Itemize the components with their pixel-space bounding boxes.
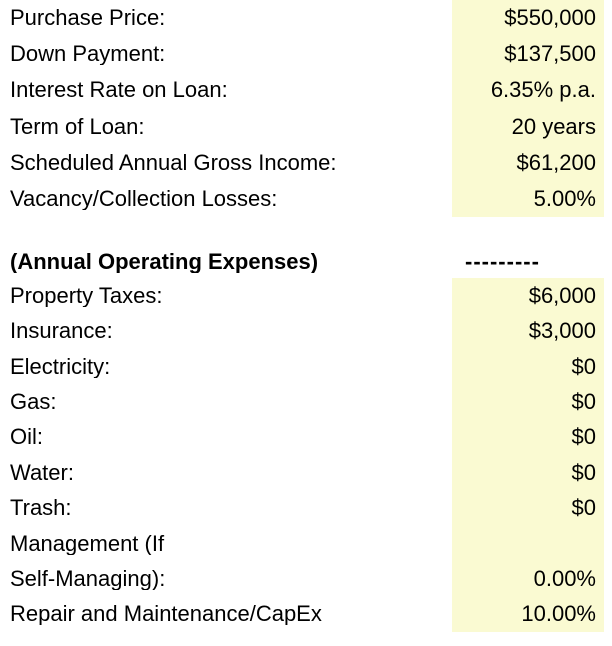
input-cell[interactable]: 5.00%: [452, 180, 604, 218]
row-label: Purchase Price:: [10, 7, 166, 30]
input-cell[interactable]: $3,000: [452, 313, 604, 349]
row-label: Self-Managing):: [10, 567, 166, 590]
table-row: Management (If: [0, 525, 612, 562]
row-label: Insurance:: [10, 320, 113, 343]
table-row: Oil: $0: [0, 419, 612, 456]
table-row: Water: $0: [0, 455, 612, 491]
table-row: Interest Rate on Loan: 6.35% p.a.: [0, 72, 612, 109]
row-label: Water:: [10, 461, 74, 484]
table-row: Vacancy/Collection Losses: 5.00%: [0, 180, 612, 218]
blank-cell: [452, 217, 604, 245]
input-cell[interactable]: 6.35% p.a.: [452, 72, 604, 109]
input-cell[interactable]: $137,500: [452, 36, 604, 73]
row-label: Oil:: [10, 426, 43, 449]
input-cell[interactable]: $0: [452, 348, 604, 385]
input-cell[interactable]: $0: [452, 419, 604, 456]
input-cell[interactable]: $6,000: [452, 278, 604, 314]
table-row: Purchase Price: $550,000: [0, 0, 612, 37]
table-row: Term of Loan: 20 years: [0, 108, 612, 145]
table-row: Trash: $0: [0, 490, 612, 526]
input-cell[interactable]: $0: [452, 384, 604, 420]
table-row: Scheduled Annual Gross Income: $61,200: [0, 144, 612, 181]
table-row: Property Taxes: $6,000: [0, 278, 612, 314]
section-header-row: (Annual Operating Expenses) ---------: [0, 245, 612, 278]
row-label: Interest Rate on Loan:: [10, 79, 228, 102]
table-row: Gas: $0: [0, 384, 612, 420]
row-label: Scheduled Annual Gross Income:: [10, 151, 337, 174]
row-label: Management (If: [10, 532, 165, 555]
input-cell[interactable]: 20 years: [452, 108, 604, 145]
input-cell[interactable]: 0.00%: [452, 561, 604, 597]
section-divider-dashes: ---------: [465, 248, 540, 274]
table-row: Down Payment: $137,500: [0, 36, 612, 73]
row-label: Trash:: [10, 497, 72, 520]
row-label: Repair and Maintenance/CapEx: [10, 603, 322, 626]
row-label: Gas:: [10, 390, 57, 413]
row-label: Term of Loan:: [10, 115, 145, 138]
row-label: Electricity:: [10, 355, 111, 378]
row-label: Property Taxes:: [10, 284, 163, 307]
section-title: (Annual Operating Expenses): [10, 250, 319, 273]
table-row: Insurance: $3,000: [0, 313, 612, 349]
input-cell[interactable]: 10.00%: [452, 596, 604, 633]
blank-row: [0, 217, 612, 245]
table-row: Self-Managing): 0.00%: [0, 561, 612, 597]
input-cell[interactable]: $61,200: [452, 144, 604, 181]
table-row: Repair and Maintenance/CapEx 10.00%: [0, 596, 612, 633]
input-cell[interactable]: [452, 525, 604, 562]
input-cell[interactable]: $0: [452, 455, 604, 491]
input-cell[interactable]: $0: [452, 490, 604, 526]
table-row: Electricity: $0: [0, 348, 612, 385]
row-label: Down Payment:: [10, 43, 166, 66]
row-label: Vacancy/Collection Losses:: [10, 188, 278, 211]
input-cell[interactable]: $550,000: [452, 0, 604, 37]
